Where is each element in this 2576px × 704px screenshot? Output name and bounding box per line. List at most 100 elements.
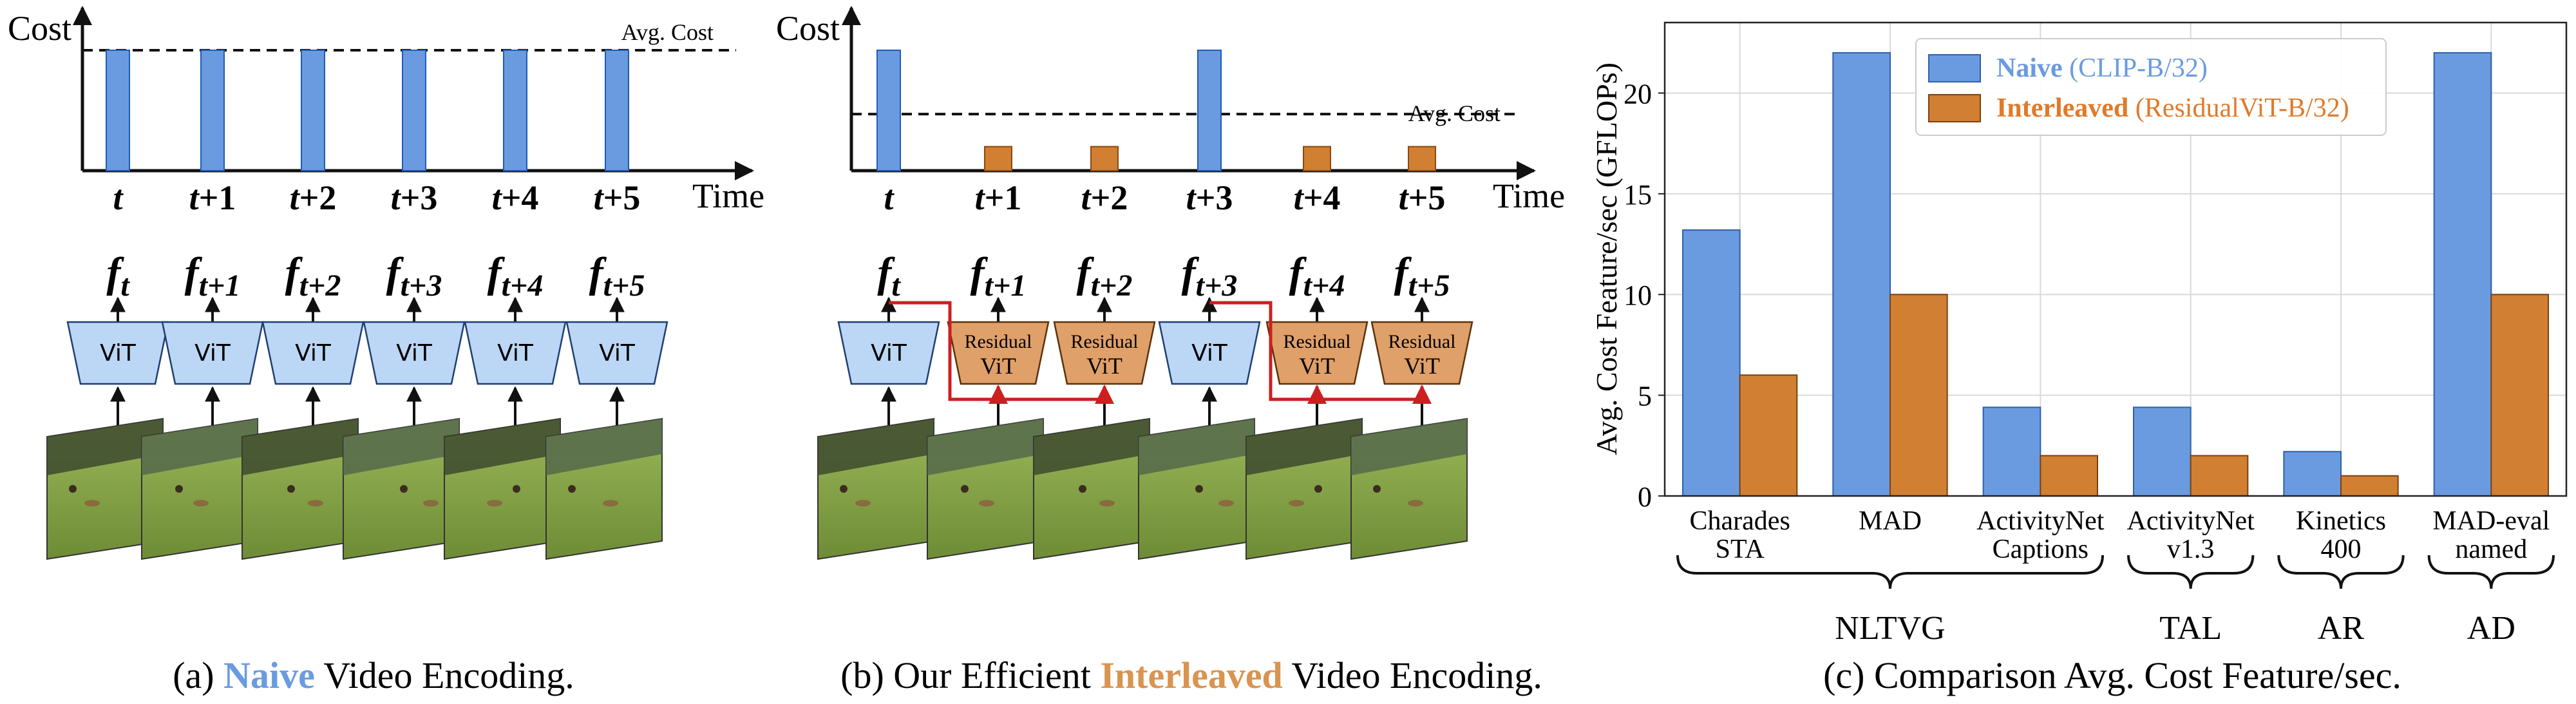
residual-connections [889, 301, 1432, 404]
cost-bars [106, 50, 629, 171]
cost-bar [200, 50, 225, 171]
bar-naive [1832, 52, 1891, 497]
time-tick-label: t+4 [492, 178, 539, 217]
cost-bar [106, 50, 130, 171]
frame-treeline [1351, 419, 1467, 475]
bar-naive [2283, 451, 2342, 497]
legend-entry: Naive (CLIP-B/32) [1996, 53, 2208, 83]
vit-encoder [66, 321, 169, 385]
bar-interleaved [1739, 374, 1798, 497]
chart-bars [1682, 52, 2549, 497]
encoder-label: ViT [1299, 353, 1335, 379]
feature-label: ft+2 [285, 249, 341, 303]
group-brace [2127, 555, 2255, 589]
frame-person [400, 485, 408, 493]
encoder-label: ViT [295, 340, 332, 366]
residual-vit-encoder [1265, 321, 1368, 385]
frame-person [175, 485, 183, 493]
time-tick-label: t+5 [1399, 178, 1446, 217]
video-frame [242, 417, 359, 560]
encoder-label: Residual [1283, 331, 1351, 352]
y-tick-label: 5 [1638, 381, 1652, 412]
frame-dog [1289, 500, 1304, 507]
time-axis-label: Time [692, 176, 764, 215]
encoder-label: ViT [1086, 353, 1122, 379]
cost-bar [503, 50, 527, 171]
feature-label: ft [877, 249, 901, 303]
frame-person [1195, 485, 1203, 493]
category-label: v1.3 [2167, 535, 2215, 564]
time-tick-labels: t t+1 t+2 t+3 t+4 t+5 [884, 178, 1445, 217]
y-tick-label: 15 [1624, 179, 1652, 211]
video-frame [927, 417, 1044, 560]
encoder-blocks: ViT ViT ViT ViT ViT ViT [66, 296, 668, 426]
frame-person [513, 485, 520, 493]
frame-treeline [818, 419, 934, 475]
vit-encoder [261, 321, 365, 385]
time-tick-label: t+3 [391, 178, 438, 217]
caption-b-highlight: Interleaved [1100, 654, 1283, 696]
group-label: AR [2318, 610, 2365, 647]
video-frames [817, 417, 1468, 560]
cost-bar [876, 50, 901, 171]
cost-bar [1303, 146, 1331, 172]
encoder-label: ViT [1404, 353, 1440, 379]
group-brace [2277, 555, 2405, 589]
group-label: AD [2467, 610, 2515, 647]
encoder-label: ViT [100, 340, 137, 366]
frame-treeline [47, 419, 163, 475]
category-label: named [2455, 535, 2527, 564]
category-label: Charades [1690, 506, 1790, 536]
residual-connection [1209, 301, 1422, 401]
video-frame [343, 417, 460, 560]
vit-encoder [837, 321, 940, 385]
legend-box [1915, 38, 2387, 136]
encoder-label: Residual [1388, 331, 1456, 352]
feature-label: ft+4 [1289, 249, 1345, 303]
frame-treeline [1246, 419, 1362, 475]
feature-label: ft [106, 249, 130, 303]
feature-label: ft+1 [185, 249, 241, 303]
video-frame [1245, 417, 1363, 560]
bar-interleaved [2340, 475, 2399, 497]
vit-encoder [464, 321, 567, 385]
group-brackets: NLTVG TAL AR AD [1676, 555, 2555, 647]
legend-entry: Interleaved (ResidualViT-B/32) [1996, 93, 2349, 123]
cost-bar [605, 50, 629, 171]
time-tick-label: t+4 [1294, 178, 1341, 217]
frame-treeline [1139, 419, 1255, 475]
time-tick-label: t+3 [1186, 178, 1233, 217]
frame-dog [1408, 500, 1423, 507]
cost-bar [984, 146, 1012, 172]
frame-person [568, 485, 576, 493]
time-axis-label: Time [1493, 176, 1565, 215]
category-label: Kinetics [2296, 506, 2386, 536]
bar-naive [1682, 229, 1741, 497]
y-tick-label: 0 [1638, 481, 1652, 513]
video-frame [141, 417, 258, 560]
vit-encoder [1158, 321, 1261, 385]
time-tick-label: t [884, 178, 895, 217]
frame-dog [423, 500, 439, 507]
group-brace [1676, 555, 2104, 589]
cost-bar [1197, 50, 1222, 171]
frame-dog [979, 500, 994, 507]
group-label: NLTVG [1835, 610, 1945, 647]
bar-interleaved [2190, 455, 2249, 497]
cost-bar [1408, 146, 1436, 172]
frame-dog [193, 500, 209, 507]
bar-naive [2133, 406, 2192, 497]
frame-treeline [343, 419, 459, 475]
feature-label: ft+2 [1077, 249, 1133, 303]
cost-bar [402, 50, 426, 171]
frame-dog [308, 500, 323, 507]
group-brace [2427, 555, 2555, 589]
caption-c: (c) Comparison Avg. Cost Feature/sec. [1823, 654, 2401, 696]
time-tick-labels: t t+1 t+2 t+3 t+4 t+5 [113, 178, 640, 217]
frame-treeline [927, 419, 1043, 475]
cost-bar [301, 50, 325, 171]
